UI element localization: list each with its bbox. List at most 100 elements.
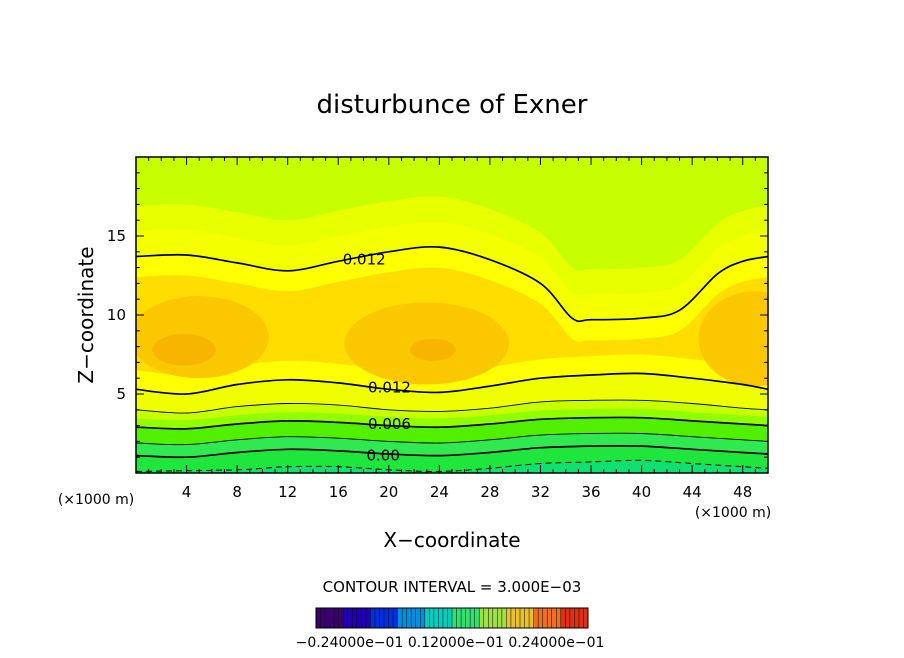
x-tick-label: 48 xyxy=(733,483,752,501)
colorbar-cell xyxy=(361,608,366,628)
colorbar-cell xyxy=(397,608,403,628)
y-tick-label: 15 xyxy=(107,227,126,245)
colorbar-cell xyxy=(529,608,534,628)
contour-line-4 xyxy=(136,432,768,446)
colorbar-cell xyxy=(560,608,566,628)
colorbar-cell xyxy=(565,608,570,628)
colorbar-cell xyxy=(402,608,407,628)
chart-title: disturbunce of Exner xyxy=(317,90,588,120)
colorbar-cell xyxy=(420,608,425,628)
band-below-neg xyxy=(136,460,768,473)
colorbar-cell xyxy=(510,608,516,628)
colorbar-cell xyxy=(501,608,507,628)
colorbar-cell xyxy=(424,608,430,628)
colorbar-cell xyxy=(411,608,416,628)
colorbar-cell xyxy=(320,608,326,628)
colorbar-cell xyxy=(442,608,448,628)
colorbar-cell xyxy=(470,608,475,628)
colorbar-cell xyxy=(347,608,353,628)
max-blob-center xyxy=(410,338,456,361)
colorbar-cell xyxy=(574,608,579,628)
x-tick-label: 12 xyxy=(278,483,297,501)
colorbar-cell xyxy=(356,608,362,628)
contour-line-2 xyxy=(136,399,768,414)
colorbar-cell xyxy=(506,608,511,628)
x-tick-label: 24 xyxy=(430,483,449,501)
colorbar-cell xyxy=(384,608,389,628)
colorbar-cell xyxy=(370,608,375,628)
x-tick-label: 36 xyxy=(581,483,600,501)
orange-blob-right xyxy=(698,291,768,387)
colorbar-cell xyxy=(538,608,543,628)
colorbar-cell xyxy=(479,608,484,628)
contour-line-6 xyxy=(136,459,768,472)
y-tick-label: 5 xyxy=(116,385,126,403)
contour-label: 0.00 xyxy=(366,447,399,465)
colorbar-cell xyxy=(316,608,321,628)
y-unit-label: (×1000 m) xyxy=(58,492,134,508)
colorbar-cell xyxy=(483,608,489,628)
y-axis-label: Z−coordinate xyxy=(74,246,98,383)
contour-label: 0.006 xyxy=(368,415,411,433)
colorbar-cell xyxy=(556,608,561,628)
colorbar-cell xyxy=(465,608,471,628)
contour-line-0 xyxy=(136,245,768,323)
contour-label: 0.012 xyxy=(368,379,411,397)
colorbar-cell xyxy=(393,608,398,628)
colorbar-cell xyxy=(388,608,394,628)
max-blob-left xyxy=(152,333,216,366)
x-tick-label: 28 xyxy=(480,483,499,501)
colorbar-cell xyxy=(578,608,584,628)
colorbar-cell xyxy=(461,608,466,628)
colorbar-cell xyxy=(438,608,443,628)
x-tick-label: 44 xyxy=(683,483,702,501)
filled-contour-bands xyxy=(136,157,768,473)
contour-line-5 xyxy=(136,444,768,459)
colorbar-cell xyxy=(547,608,552,628)
colorbar-cell xyxy=(492,608,498,628)
colorbar-cell xyxy=(488,608,493,628)
colorbar-cell xyxy=(452,608,457,628)
contour-lines: 0.012 0.012 0.006 0.00 xyxy=(136,245,768,472)
contour-line-3 xyxy=(136,416,768,430)
colorbar-cell xyxy=(325,608,330,628)
x-tick-label: 32 xyxy=(531,483,550,501)
colorbar-cell xyxy=(542,608,548,628)
colorbar-labels: −0.24000e−01 0.12000e−01 0.24000e−01 xyxy=(296,635,605,651)
colorbar-cell xyxy=(533,608,539,628)
colorbar-cell xyxy=(456,608,462,628)
x-unit-label: (×1000 m) xyxy=(695,505,771,521)
colorbar-cell xyxy=(429,608,434,628)
colorbar-cell xyxy=(447,608,452,628)
colorbar-cell xyxy=(365,608,371,628)
colorbar-cell xyxy=(338,608,344,628)
colorbar-cell xyxy=(474,608,480,628)
x-tick-label: 40 xyxy=(632,483,651,501)
colorbar-cell xyxy=(433,608,439,628)
colorbar-cell xyxy=(583,608,588,628)
colorbar-cell xyxy=(524,608,530,628)
x-tick-label: 8 xyxy=(232,483,242,501)
x-tick-label: 20 xyxy=(379,483,398,501)
colorbar-cell xyxy=(406,608,412,628)
colorbar-cell xyxy=(343,608,348,628)
colorbar-frame xyxy=(315,607,589,629)
orange-maxima xyxy=(136,291,768,387)
x-tick-label: 4 xyxy=(182,483,192,501)
colorbar-cell xyxy=(551,608,557,628)
colorbar xyxy=(315,607,589,629)
y-tick-label: 10 xyxy=(107,306,126,324)
colorbar-cell xyxy=(415,608,421,628)
colorbar-cell xyxy=(352,608,357,628)
colorbar-cell xyxy=(520,608,525,628)
x-axis-label: X−coordinate xyxy=(383,528,520,552)
colorbar-cell xyxy=(379,608,384,628)
contour-interval-text: CONTOUR INTERVAL = 3.000E−03 xyxy=(323,578,582,596)
colorbar-cell xyxy=(497,608,502,628)
colorbar-cell xyxy=(334,608,339,628)
colorbar-cell xyxy=(329,608,335,628)
colorbar-cell xyxy=(569,608,575,628)
x-tick-label: 16 xyxy=(329,483,348,501)
